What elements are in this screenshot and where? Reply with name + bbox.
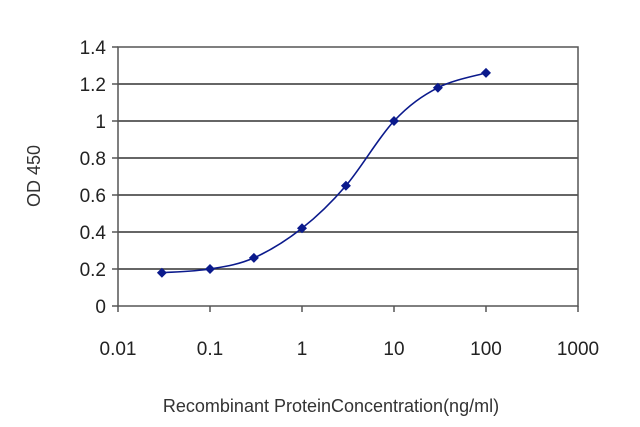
data-point (248, 252, 259, 263)
data-point (340, 180, 351, 191)
x-tick-label: 0.01 (100, 339, 137, 360)
x-tick-label: 0.1 (197, 339, 223, 360)
series-layer (156, 67, 491, 278)
y-axis-ticks: 0 0.2 0.4 0.6 0.8 1 1.2 1.4 (80, 38, 118, 318)
y-tick-label: 0.2 (80, 260, 106, 281)
y-axis-label: OD 450 (24, 145, 44, 207)
plot-area (117, 46, 579, 307)
x-tick-label: 100 (470, 339, 502, 360)
x-tick-label: 1 (297, 339, 308, 360)
y-tick-label: 0.4 (80, 223, 107, 244)
x-tick-label: 10 (383, 339, 404, 360)
y-tick-label: 0.6 (80, 186, 106, 207)
x-axis-ticks: 0.01 0.1 1 10 100 1000 (100, 306, 599, 360)
y-tick-label: 0.8 (80, 149, 106, 170)
data-point (389, 116, 399, 126)
y-tick-label: 1.4 (80, 38, 107, 59)
data-point (481, 67, 491, 78)
y-tick-label: 0 (95, 297, 106, 318)
gridlines (118, 83, 578, 270)
data-point (156, 267, 167, 278)
data-point (205, 264, 215, 274)
data-point (297, 223, 307, 234)
data-point (432, 82, 443, 93)
y-tick-label: 1.2 (80, 75, 106, 96)
series-line (161, 72, 487, 274)
y-tick-label: 1 (95, 112, 106, 133)
x-tick-label: 1000 (557, 339, 599, 360)
x-axis-label: Recombinant ProteinConcentration(ng/ml) (163, 396, 499, 416)
